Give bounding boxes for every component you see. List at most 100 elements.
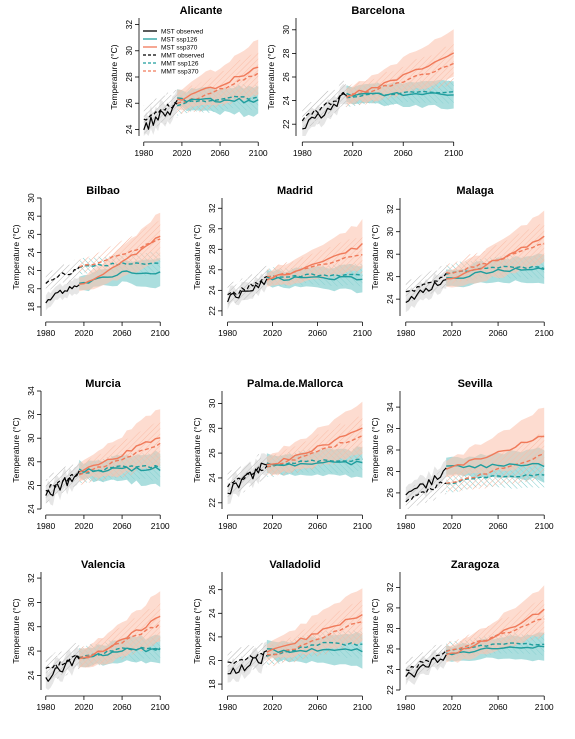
panel-alicante: Alicante Temperature (°C) 24 26 28 30 32 1980 20… bbox=[109, 5, 268, 158]
x-tick-label: 2060 bbox=[308, 328, 327, 338]
y-tick-label: 22 bbox=[207, 306, 217, 316]
y-axis-label: Temperature (°C) bbox=[266, 44, 276, 109]
x-tick-label: 1980 bbox=[396, 702, 415, 712]
x-tick-label: 2060 bbox=[113, 328, 132, 338]
y-tick-label: 26 bbox=[26, 480, 36, 490]
y-tick-label: 32 bbox=[385, 582, 395, 592]
line-mst-observed bbox=[227, 462, 268, 495]
line-mst-ssp370 bbox=[79, 235, 161, 285]
y-tick-label: 30 bbox=[26, 597, 36, 607]
x-tick-label: 2020 bbox=[172, 148, 191, 158]
y-tick-label: 26 bbox=[207, 265, 217, 275]
y-tick-label: 26 bbox=[26, 646, 36, 656]
x-tick-label: 1980 bbox=[36, 702, 55, 712]
line-mmt-observed bbox=[45, 654, 80, 669]
x-tick-label: 2020 bbox=[442, 521, 461, 531]
line-mst-observed bbox=[405, 279, 447, 304]
y-tick-label: 32 bbox=[385, 424, 395, 434]
axes: 22 24 26 28 30 1980 2020 2060 2100 bbox=[281, 18, 463, 158]
line-mst-ssp370 bbox=[266, 613, 363, 653]
panel-murcia: Murcia Temperature (°C) 24 26 28 30 32 34 1980 20… bbox=[11, 378, 170, 531]
y-tick-label: 24 bbox=[207, 473, 217, 483]
line-mst-ssp126 bbox=[266, 647, 363, 654]
panel-title: Valladolid bbox=[269, 559, 320, 571]
x-tick-label: 1980 bbox=[396, 328, 415, 338]
y-axis-label: Temperature (°C) bbox=[370, 224, 380, 289]
x-tick-label: 1980 bbox=[396, 521, 415, 531]
y-axis-label: Temperature (°C) bbox=[11, 224, 21, 289]
line-mmt-ssp370 bbox=[266, 434, 363, 468]
y-tick-label: 32 bbox=[26, 410, 36, 420]
y-tick-label: 26 bbox=[124, 98, 134, 108]
band-mst-ssp370 bbox=[266, 588, 363, 660]
line-mst-ssp370 bbox=[78, 437, 161, 473]
x-tick-label: 2060 bbox=[113, 702, 132, 712]
legend-label: MST ssp126 bbox=[161, 36, 198, 43]
panel-title: Madrid bbox=[277, 185, 313, 197]
panel-title: Bilbao bbox=[86, 185, 120, 197]
line-mst-ssp126 bbox=[79, 647, 161, 660]
y-tick-label: 30 bbox=[124, 46, 134, 56]
y-tick-label: 26 bbox=[385, 644, 395, 654]
line-mst-ssp370 bbox=[79, 615, 161, 660]
y-tick-label: 26 bbox=[26, 229, 36, 239]
line-mst-ssp370 bbox=[266, 243, 363, 281]
panel-grid: Alicante Temperature (°C) 24 26 28 30 32 1980 20… bbox=[11, 5, 554, 712]
line-mmt-ssp126 bbox=[266, 641, 363, 657]
x-tick-label: 1980 bbox=[134, 148, 153, 158]
line-mst-observed bbox=[45, 655, 80, 682]
y-tick-label: 28 bbox=[124, 72, 134, 82]
axes: 22 24 26 28 30 1980 2020 2060 2100 bbox=[207, 391, 372, 531]
x-tick-label: 2060 bbox=[113, 521, 132, 531]
y-tick-label: 20 bbox=[207, 656, 217, 666]
y-tick-label: 30 bbox=[385, 603, 395, 613]
panel-title: Malaga bbox=[456, 185, 494, 197]
y-tick-label: 22 bbox=[281, 119, 291, 129]
y-tick-label: 30 bbox=[385, 227, 395, 237]
band-mst-observed bbox=[45, 647, 80, 690]
y-tick-label: 24 bbox=[207, 285, 217, 295]
panel-madrid: Madrid Temperature (°C) 22 24 26 28 30 32 1980 20… bbox=[192, 185, 372, 338]
y-tick-label: 24 bbox=[124, 124, 134, 134]
x-tick-label: 2100 bbox=[535, 702, 554, 712]
band-mst-ssp370 bbox=[446, 210, 545, 288]
line-mmt-observed bbox=[143, 101, 178, 121]
band-mst-ssp370 bbox=[266, 401, 363, 475]
x-tick-label: 2020 bbox=[442, 328, 461, 338]
band-mmt-observed bbox=[405, 470, 447, 509]
line-mst-ssp126 bbox=[177, 97, 259, 104]
axes: 24 26 28 30 32 34 1980 2020 2060 2100 bbox=[26, 386, 170, 531]
y-axis-label: Temperature (°C) bbox=[370, 417, 380, 482]
line-mmt-ssp370 bbox=[78, 442, 161, 476]
y-tick-label: 26 bbox=[207, 585, 217, 595]
y-tick-label: 20 bbox=[26, 284, 36, 294]
x-tick-label: 2060 bbox=[308, 521, 327, 531]
x-tick-label: 2060 bbox=[489, 702, 508, 712]
x-tick-label: 1980 bbox=[36, 328, 55, 338]
x-tick-label: 1980 bbox=[218, 328, 237, 338]
y-tick-label: 24 bbox=[385, 294, 395, 304]
y-tick-label: 22 bbox=[385, 685, 395, 695]
y-axis-label: Temperature (°C) bbox=[192, 224, 202, 289]
y-tick-label: 22 bbox=[207, 498, 217, 508]
legend-label: MMT ssp370 bbox=[161, 68, 199, 75]
y-tick-label: 30 bbox=[281, 25, 291, 35]
line-mst-observed bbox=[227, 278, 268, 303]
line-mst-ssp370 bbox=[266, 427, 363, 466]
band-mmt-observed bbox=[227, 453, 267, 501]
y-tick-label: 28 bbox=[385, 249, 395, 259]
y-tick-label: 32 bbox=[385, 204, 395, 214]
y-tick-label: 18 bbox=[207, 679, 217, 689]
line-mmt-observed bbox=[227, 275, 268, 296]
y-tick-label: 34 bbox=[385, 402, 395, 412]
band-mst-observed bbox=[302, 83, 347, 136]
x-tick-label: 2060 bbox=[308, 702, 327, 712]
axes: 24 26 28 30 32 1980 2020 2060 2100 bbox=[124, 18, 268, 158]
y-tick-label: 24 bbox=[385, 665, 395, 675]
band-mst-ssp370 bbox=[266, 219, 363, 287]
y-axis-label: Temperature (°C) bbox=[11, 417, 21, 482]
line-mmt-ssp126 bbox=[266, 273, 363, 278]
